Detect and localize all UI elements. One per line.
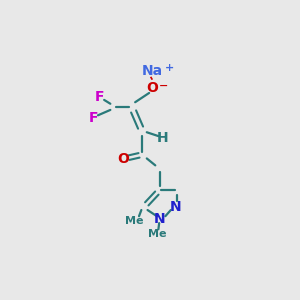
Text: N: N xyxy=(169,200,181,214)
Text: F: F xyxy=(88,111,98,125)
Text: O: O xyxy=(146,81,158,95)
Text: N: N xyxy=(154,212,166,226)
Text: H: H xyxy=(157,130,169,145)
Text: −: − xyxy=(159,81,169,91)
Text: F: F xyxy=(95,90,104,104)
Text: Na: Na xyxy=(142,64,163,78)
Text: O: O xyxy=(117,152,129,166)
Text: Me: Me xyxy=(148,229,167,239)
Text: Me: Me xyxy=(125,216,144,226)
Text: +: + xyxy=(165,63,174,73)
